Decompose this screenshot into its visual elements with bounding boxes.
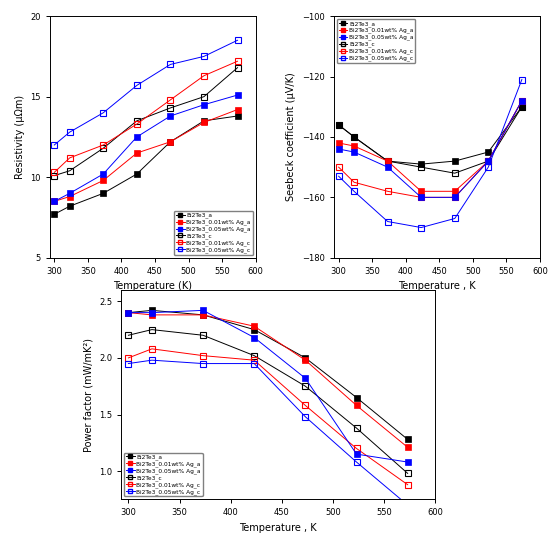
X-axis label: Temperature (K): Temperature (K) [113, 281, 192, 292]
Legend: Bi2Te3_a, Bi2Te3_0.01wt% Ag_a, Bi2Te3_0.05wt% Ag_a, Bi2Te3_c, Bi2Te3_0.01wt% Ag_: Bi2Te3_a, Bi2Te3_0.01wt% Ag_a, Bi2Te3_0.… [337, 19, 415, 63]
Y-axis label: Resistivity (μΩm): Resistivity (μΩm) [14, 95, 24, 179]
Y-axis label: Seebeck coefficient (μV/K): Seebeck coefficient (μV/K) [287, 72, 296, 201]
Legend: Bi2Te3_a, Bi2Te3_0.01wt% Ag_a, Bi2Te3_0.05wt% Ag_a, Bi2Te3_c, Bi2Te3_0.01wt% Ag_: Bi2Te3_a, Bi2Te3_0.01wt% Ag_a, Bi2Te3_0.… [174, 211, 253, 255]
X-axis label: Temperature , K: Temperature , K [398, 281, 476, 292]
Legend: Bi2Te3_a, Bi2Te3_0.01wt% Ag_a, Bi2Te3_0.05wt% Ag_a, Bi2Te3_c, Bi2Te3_0.01wt% Ag_: Bi2Te3_a, Bi2Te3_0.01wt% Ag_a, Bi2Te3_0.… [124, 453, 203, 497]
Y-axis label: Power factor (mW/mK²): Power factor (mW/mK²) [84, 338, 94, 452]
X-axis label: Temperature , K: Temperature , K [240, 523, 317, 533]
